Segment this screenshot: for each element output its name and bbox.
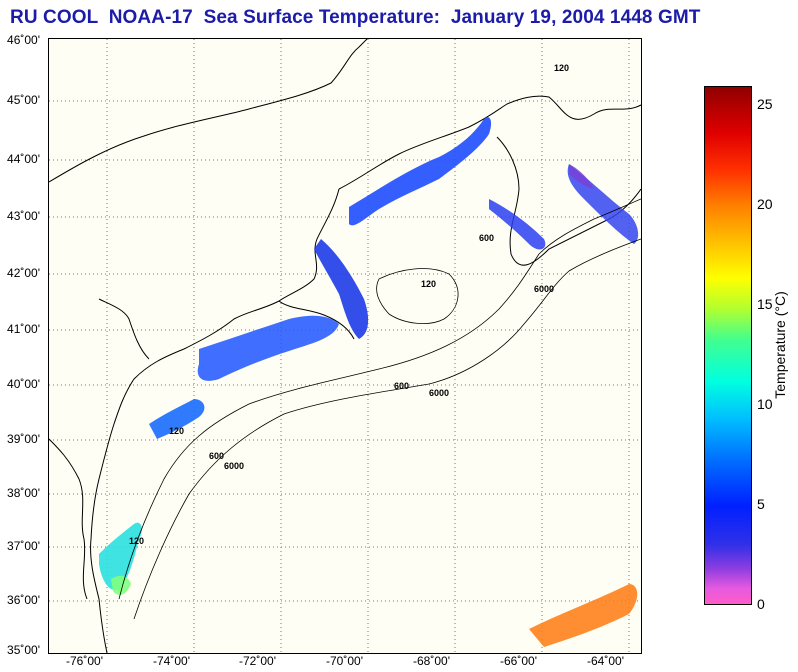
contour-label: 600 <box>479 233 494 243</box>
contour-label: 600 <box>209 451 224 461</box>
lat-label: 40˚00' <box>7 377 40 391</box>
lon-label: -74˚00' <box>153 654 190 668</box>
contour-label: 120 <box>169 426 184 436</box>
contour-label: 6000 <box>429 388 449 398</box>
lon-label: -68˚00' <box>413 654 450 668</box>
lon-label: -64˚00' <box>587 654 624 668</box>
temperature-colorbar <box>704 86 752 605</box>
contour-label: 120 <box>554 63 569 73</box>
colorbar-tick: 0 <box>757 596 765 612</box>
lon-label: -72˚00' <box>239 654 276 668</box>
sst-coastal-band <box>99 117 639 647</box>
colorbar-tick: 25 <box>757 96 773 112</box>
map-gridlines <box>49 39 641 653</box>
contour-label: 120 <box>129 536 144 546</box>
coastline <box>49 39 641 653</box>
map-title: RU COOL NOAA-17 Sea Surface Temperature:… <box>10 7 701 28</box>
lat-label: 36˚00' <box>7 593 40 607</box>
bathymetry-contours <box>118 198 641 620</box>
contour-label: 6000 <box>534 284 554 294</box>
lat-label: 46˚00' <box>7 33 40 47</box>
colorbar-tick: 5 <box>757 496 765 512</box>
lat-label: 39˚00' <box>7 432 40 446</box>
colorbar-tick: 10 <box>757 396 773 412</box>
lon-label: -76˚00' <box>66 654 103 668</box>
lat-label: 38˚00' <box>7 486 40 500</box>
lat-label: 45˚00' <box>7 93 40 107</box>
colorbar-tick: 15 <box>757 296 773 312</box>
lat-label: 41˚00' <box>7 322 40 336</box>
lon-label: -66˚00' <box>500 654 537 668</box>
lat-label: 44˚00' <box>7 152 40 166</box>
lat-label: 43˚00' <box>7 209 40 223</box>
lon-label: -70˚00' <box>326 654 363 668</box>
contour-label: 600 <box>394 381 409 391</box>
sst-map: 120 600 6000 600 6000 600 6000 120 120 1… <box>48 38 642 654</box>
lat-label: 42˚00' <box>7 266 40 280</box>
colorbar-tick: 20 <box>757 196 773 212</box>
map-graphic: 120 600 6000 600 6000 600 6000 120 120 1… <box>49 39 641 653</box>
lat-label: 35˚00' <box>7 643 40 657</box>
lat-label: 37˚00' <box>7 539 40 553</box>
colorbar-label: Temperature (°C) <box>772 291 788 399</box>
contour-label: 6000 <box>224 461 244 471</box>
contour-label: 120 <box>421 279 436 289</box>
